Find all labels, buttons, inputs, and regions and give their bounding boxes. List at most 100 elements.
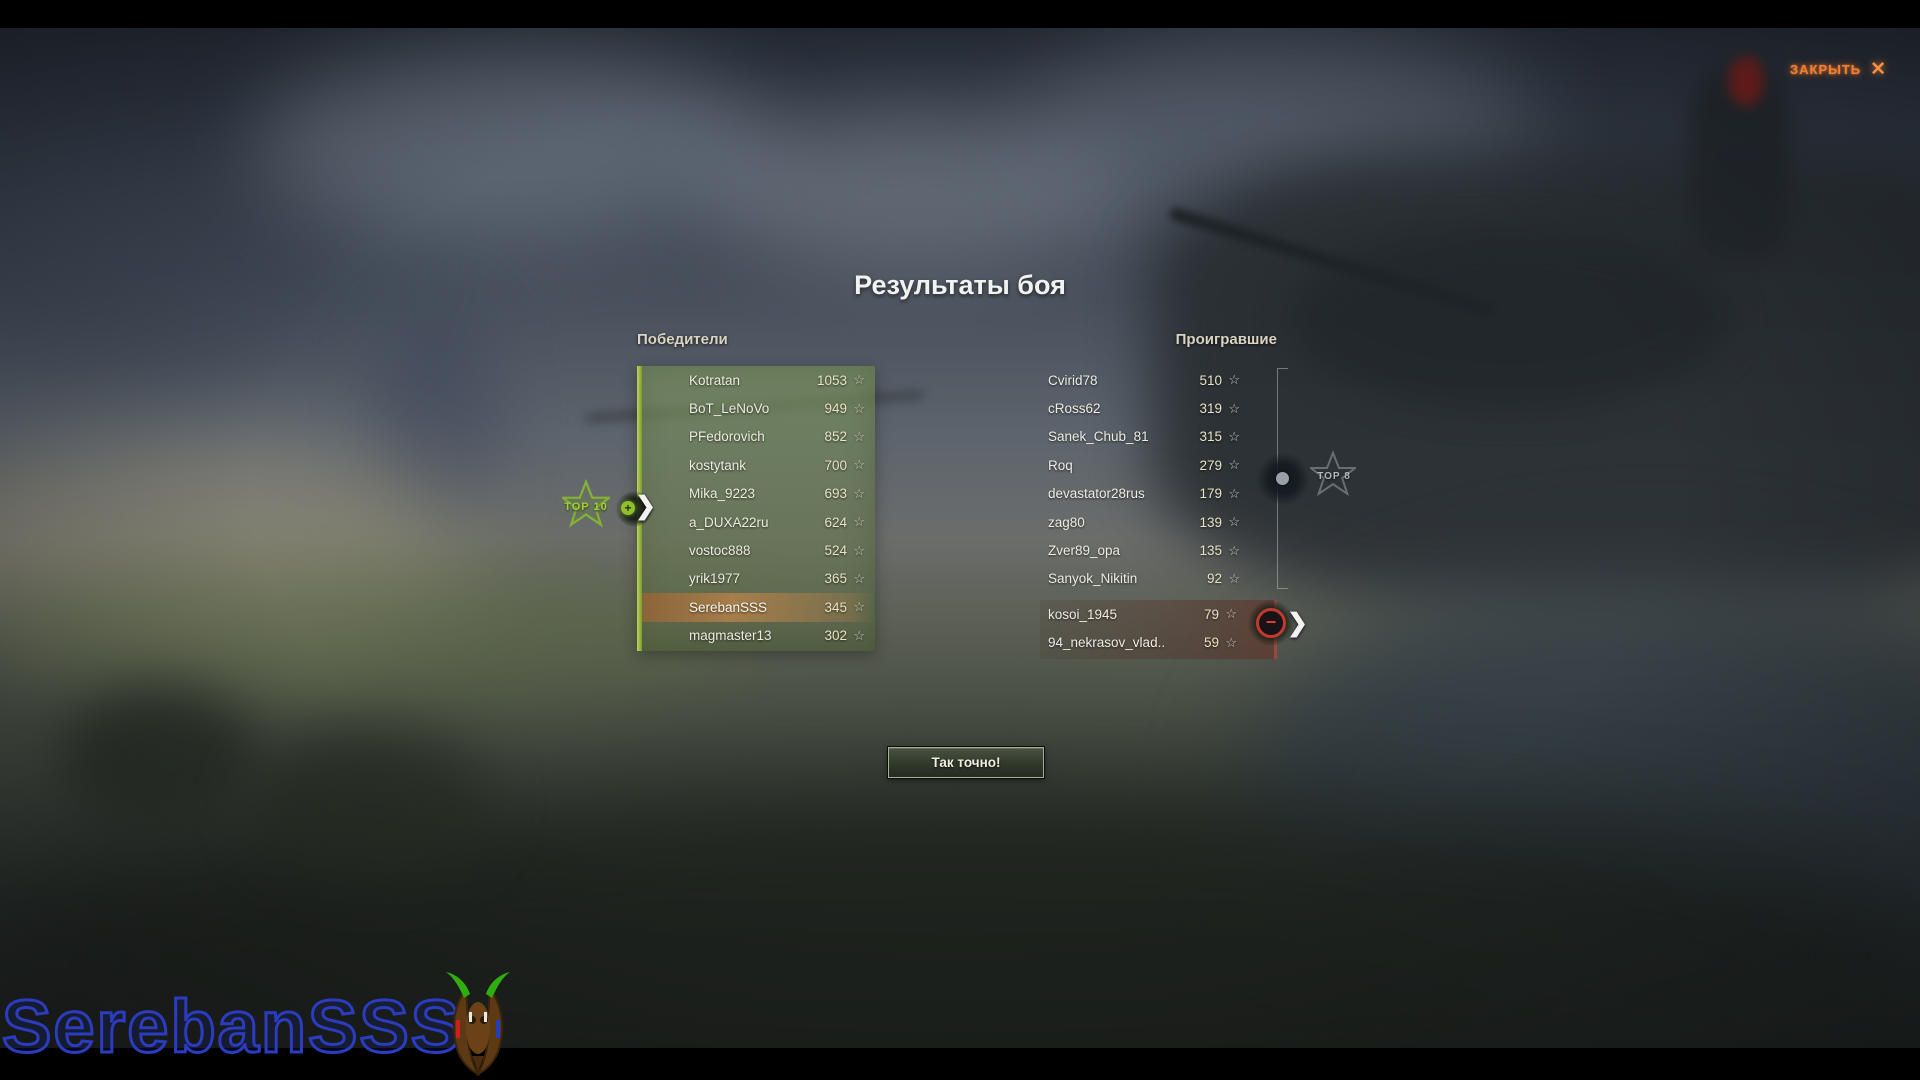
star-icon: ☆ xyxy=(853,542,865,558)
player-score: 135 xyxy=(1199,543,1222,559)
player-name: Kotratan xyxy=(689,372,741,388)
chevron-right-icon: ❯ xyxy=(635,492,656,520)
close-button[interactable]: ЗАКРЫТЬ ✕ xyxy=(1790,60,1886,79)
star-icon: ☆ xyxy=(853,627,865,643)
player-name: Zver89_opa xyxy=(1048,543,1121,559)
background-battlefield xyxy=(0,28,1920,1048)
player-score: 365 xyxy=(824,571,847,587)
player-row[interactable]: cRoss62 319 ☆ xyxy=(1040,394,1277,422)
player-row[interactable]: Kotratan 1053 ☆ xyxy=(637,366,875,394)
star-icon: ☆ xyxy=(853,400,865,416)
star-icon: ☆ xyxy=(853,514,865,530)
player-score: 949 xyxy=(824,401,847,417)
tree-shape xyxy=(250,728,490,878)
player-name: zag80 xyxy=(1048,514,1085,530)
player-row[interactable]: magmaster13 302 ☆ xyxy=(637,622,875,650)
winners-expand-toggle[interactable]: + ❯ xyxy=(616,488,664,530)
star-icon: ☆ xyxy=(1228,485,1240,501)
star-icon: ☆ xyxy=(853,428,865,444)
top8-star-icon xyxy=(1310,450,1356,497)
star-icon: ☆ xyxy=(1228,400,1240,416)
plus-icon: + xyxy=(621,501,635,515)
star-icon: ☆ xyxy=(1225,634,1237,650)
star-icon: ☆ xyxy=(853,372,865,388)
close-icon: ✕ xyxy=(1870,59,1887,80)
player-score: 315 xyxy=(1199,429,1222,445)
star-icon: ☆ xyxy=(1228,428,1240,444)
player-name: Sanek_Chub_81 xyxy=(1048,429,1149,445)
losers-collapse-toggle[interactable]: − ❯ xyxy=(1246,596,1308,652)
top10-badge-label: TOP 10 xyxy=(564,501,608,513)
player-row[interactable]: a_DUXA22ru 624 ☆ xyxy=(637,508,875,536)
player-score: 624 xyxy=(824,514,847,530)
player-row[interactable]: Roq 279 ☆ xyxy=(1040,451,1277,479)
player-row[interactable]: kosoi_1945 79 ☆ xyxy=(1040,600,1274,628)
star-icon: ☆ xyxy=(853,485,865,501)
player-name: 94_nekrasov_vlad.. xyxy=(1048,635,1166,651)
star-icon: ☆ xyxy=(1228,457,1240,473)
player-score: 92 xyxy=(1206,571,1222,587)
star-icon: ☆ xyxy=(1228,570,1240,586)
player-score: 1053 xyxy=(816,372,847,388)
player-row[interactable]: BoT_LeNoVo 949 ☆ xyxy=(637,394,875,422)
watermark-text: SerebanSSS xyxy=(0,984,463,1070)
player-name: BoT_LeNoVo xyxy=(689,401,770,417)
player-name: kostytank xyxy=(689,457,747,473)
player-score: 510 xyxy=(1199,372,1222,388)
player-name: a_DUXA22ru xyxy=(689,514,769,530)
player-row[interactable]: zag80 139 ☆ xyxy=(1040,508,1277,536)
player-score: 700 xyxy=(824,457,847,473)
player-row[interactable]: vostoc888 524 ☆ xyxy=(637,536,875,564)
winners-list: Kotratan 1053 ☆ BoT_LeNoVo 949 ☆ PFedorovich 85… xyxy=(637,366,875,651)
player-row[interactable]: Zver89_opa 135 ☆ xyxy=(1040,536,1277,564)
tank-turret xyxy=(1290,228,1730,408)
confirm-button-label: Так точно! xyxy=(931,755,1001,770)
vignette-overlay xyxy=(0,28,1920,1048)
player-row[interactable]: Cvirid78 510 ☆ xyxy=(1040,366,1277,394)
player-row[interactable]: yrik1977 365 ☆ xyxy=(637,565,875,593)
player-score: 852 xyxy=(824,429,847,445)
page-title: Результаты боя xyxy=(854,270,1066,300)
player-score: 279 xyxy=(1199,457,1222,473)
chevron-right-icon: ❯ xyxy=(1287,609,1308,637)
player-name: Roq xyxy=(1048,457,1073,473)
player-name: magmaster13 xyxy=(689,628,772,644)
top10-star-icon xyxy=(562,479,610,528)
minus-icon: − xyxy=(1256,608,1286,638)
losers-list: Cvirid78 510 ☆ cRoss62 319 ☆ Sanek_Chub_81 315 ☆… xyxy=(1040,366,1277,593)
top8-badge-label: TOP 8 xyxy=(1317,471,1351,482)
player-score: 59 xyxy=(1203,635,1219,651)
cloud-shape xyxy=(250,48,770,238)
player-score: 693 xyxy=(824,486,847,502)
losers-below-top-list: kosoi_1945 79 ☆ 94_nekrasov_vlad.. 59 ☆ xyxy=(1040,600,1277,659)
clan-emblem-logo xyxy=(446,972,510,1077)
player-name: PFedorovich xyxy=(689,429,765,445)
player-name: SerebanSSS xyxy=(689,599,768,615)
player-row[interactable]: Mika_9223 693 ☆ xyxy=(637,480,875,508)
player-name: Cvirid78 xyxy=(1048,372,1098,388)
haze-shape xyxy=(0,448,490,638)
player-name: devastator28rus xyxy=(1048,486,1145,502)
player-score: 302 xyxy=(824,628,847,644)
confirm-button[interactable]: Так точно! xyxy=(888,747,1044,778)
player-row[interactable]: Sanek_Chub_81 315 ☆ xyxy=(1040,423,1277,451)
player-row[interactable]: Sanyok_Nikitin 92 ☆ xyxy=(1040,565,1277,593)
player-score: 179 xyxy=(1199,486,1222,502)
player-score: 524 xyxy=(824,543,847,559)
star-icon: ☆ xyxy=(1228,542,1240,558)
close-button-label: ЗАКРЫТЬ xyxy=(1790,62,1862,77)
star-icon: ☆ xyxy=(1228,372,1240,388)
letterbox-top xyxy=(0,0,1920,28)
player-row[interactable]: 94_nekrasov_vlad.. 59 ☆ xyxy=(1040,628,1274,656)
player-row[interactable]: SerebanSSS 345 ☆ xyxy=(637,593,875,622)
player-row[interactable]: kostytank 700 ☆ xyxy=(637,451,875,479)
winners-header: Победители xyxy=(637,331,728,348)
star-icon: ☆ xyxy=(853,457,865,473)
player-name: kosoi_1945 xyxy=(1048,606,1118,622)
player-row[interactable]: PFedorovich 852 ☆ xyxy=(637,423,875,451)
star-icon: ☆ xyxy=(853,599,865,615)
star-icon: ☆ xyxy=(853,570,865,586)
player-row[interactable]: devastator28rus 179 ☆ xyxy=(1040,480,1277,508)
letterbox-bottom xyxy=(0,1048,1920,1080)
